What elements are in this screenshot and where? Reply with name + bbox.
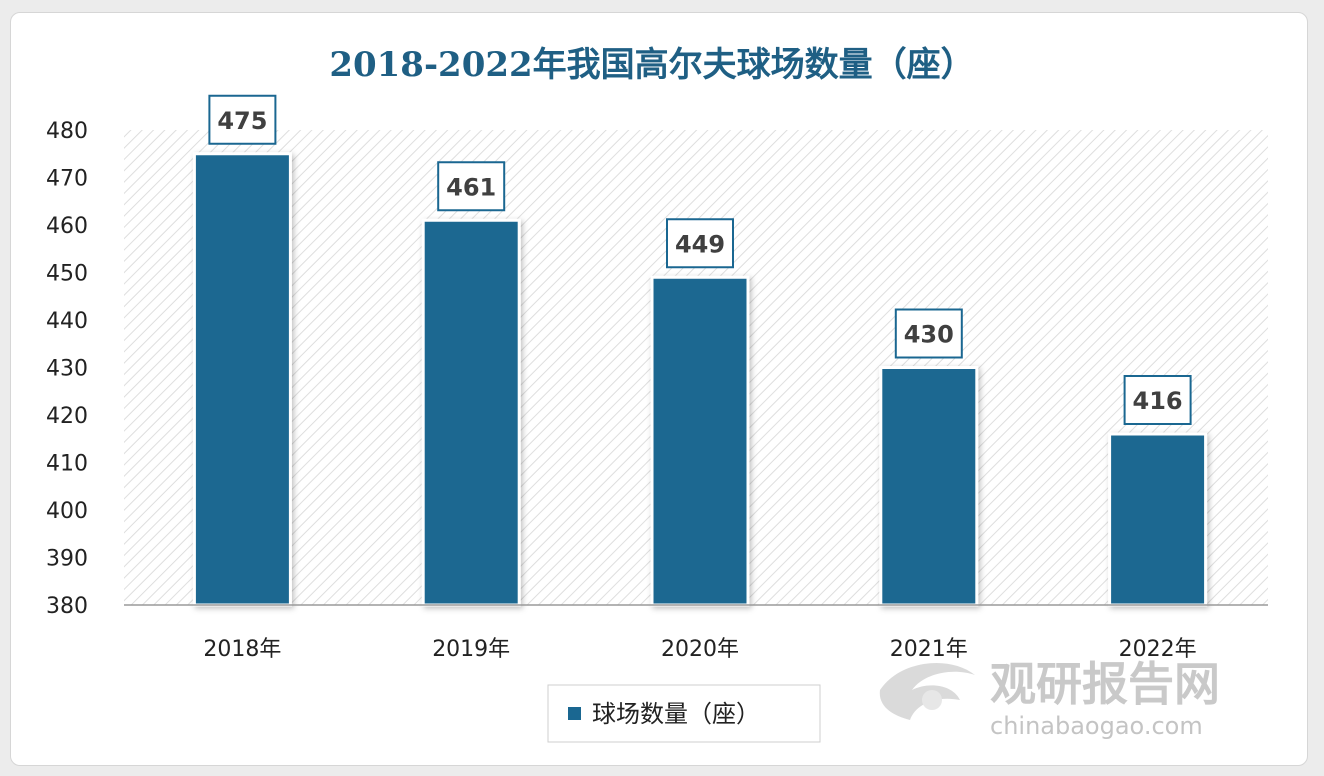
data-label: 449 (675, 230, 725, 258)
data-label-box (1123, 375, 1192, 425)
y-tick-label: 450 (46, 262, 88, 287)
data-label-box (666, 218, 734, 269)
y-tick-label: 460 (46, 214, 88, 239)
data-label: 475 (217, 107, 267, 135)
legend-box (547, 684, 821, 743)
legend-label: 球场数量（座） (592, 700, 760, 728)
data-label-box (437, 161, 506, 212)
x-tick-label: 2018年 (203, 637, 281, 662)
y-tick-label: 440 (46, 309, 88, 334)
bar-2021年 (879, 366, 979, 607)
data-label: 461 (446, 173, 496, 201)
x-tick-label: 2022年 (1119, 637, 1197, 662)
y-tick-label: 470 (46, 167, 88, 192)
data-label-box (208, 94, 277, 145)
chart-title: 2018-2022年我国高尔夫球场数量（座） (329, 45, 974, 85)
data-label: 416 (1133, 387, 1183, 415)
watermark: 观研报告网 chinabaogao.com (879, 657, 1220, 740)
watermark-url: chinabaogao.com (990, 712, 1203, 740)
bar-2022年 (1108, 432, 1208, 607)
bar-2018年 (192, 152, 292, 607)
x-tick-label: 2020年 (661, 637, 739, 662)
y-tick-label: 380 (46, 594, 88, 619)
y-tick-label: 430 (46, 357, 88, 382)
y-axis: 380 390 400 410 420 430 440 450 460 470 480 (46, 119, 88, 619)
data-label: 430 (904, 321, 954, 349)
x-tick-label: 2021年 (890, 637, 968, 662)
x-axis: 2018年 2019年 2020年 2021年 2022年 (203, 637, 1196, 662)
x-tick-label: 2019年 (432, 637, 510, 662)
y-tick-label: 410 (46, 452, 88, 477)
y-tick-label: 400 (46, 499, 88, 524)
y-tick-label: 480 (46, 119, 88, 144)
bar-2019年 (421, 218, 521, 607)
watermark-brand: 观研报告网 (990, 657, 1220, 711)
y-tick-label: 420 (46, 404, 88, 429)
bars: 475 461 449 430 416 (192, 94, 1208, 607)
legend: 球场数量（座） (547, 684, 821, 743)
data-label-box (894, 308, 963, 359)
y-tick-label: 390 (46, 547, 88, 572)
legend-swatch (568, 707, 581, 720)
swirl-logo-icon (879, 663, 975, 720)
bar-2020年 (650, 275, 750, 607)
